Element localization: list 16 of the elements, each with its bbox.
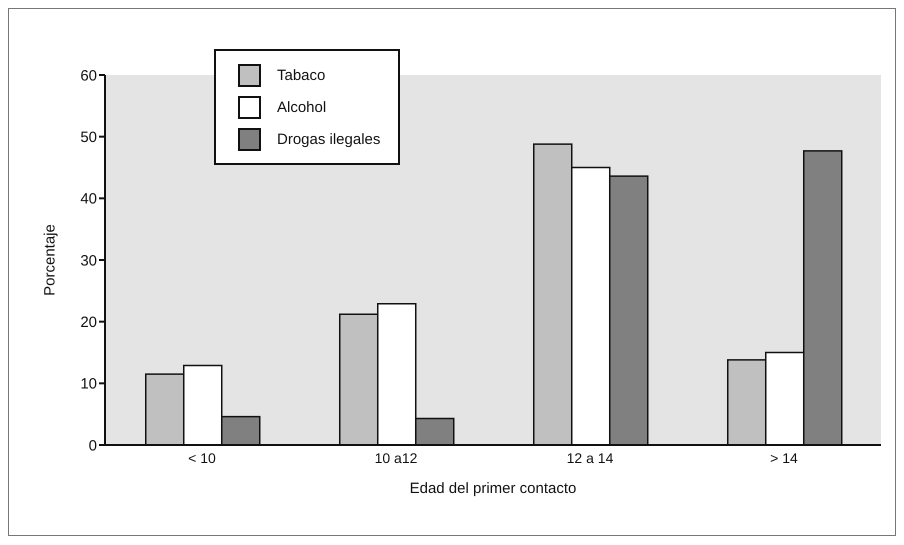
- x-tick-label: > 14: [770, 450, 798, 466]
- y-tick-label: 30: [80, 252, 97, 270]
- legend-label: Drogas ilegales: [277, 130, 380, 148]
- y-axis-title: Porcentaje: [41, 224, 58, 296]
- y-tick-label: 40: [80, 190, 97, 208]
- y-tick-label: 50: [80, 128, 97, 146]
- y-tick-label: 0: [88, 437, 97, 454]
- x-tick-label: 12 a 14: [566, 450, 614, 466]
- x-tick-label: 10 a12: [374, 450, 418, 466]
- y-tick-label: 20: [80, 314, 97, 331]
- x-tick-label: < 10: [188, 450, 216, 466]
- legend-label: Tabaco: [277, 66, 326, 84]
- x-axis-title: Edad del primer contacto: [410, 480, 576, 497]
- legend-label: Alcohol: [277, 98, 326, 116]
- y-tick-label: 60: [80, 67, 97, 84]
- y-tick-label: 10: [80, 376, 97, 393]
